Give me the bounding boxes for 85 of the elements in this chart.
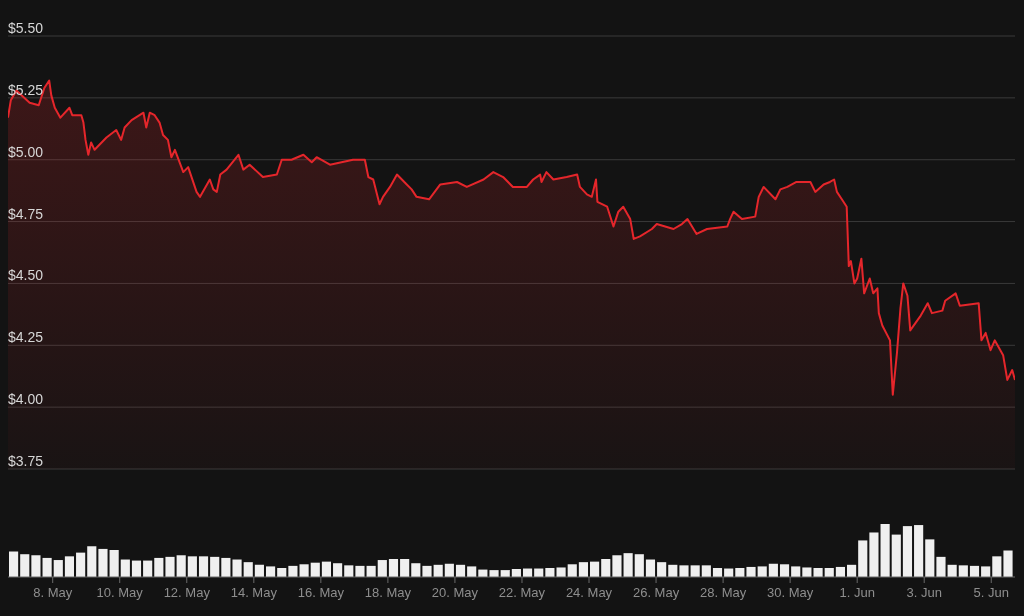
- bar: [377, 560, 387, 577]
- x-tick-label: 10. May: [96, 585, 144, 601]
- bar: [243, 562, 253, 577]
- bar: [221, 557, 231, 577]
- bar: [556, 567, 566, 577]
- x-tick-label: 16. May: [297, 585, 345, 601]
- bar: [679, 565, 689, 577]
- bar: [411, 563, 421, 577]
- bar: [902, 526, 913, 577]
- bar: [467, 566, 477, 577]
- bar: [578, 562, 588, 577]
- bar: [858, 540, 868, 577]
- bar: [333, 563, 343, 577]
- bar: [176, 555, 186, 577]
- bar: [265, 566, 276, 577]
- bar: [109, 549, 119, 577]
- bar: [601, 558, 611, 577]
- bar: [746, 566, 756, 577]
- bar: [645, 559, 656, 577]
- bar: [612, 555, 622, 577]
- bar: [355, 565, 365, 577]
- bar: [232, 559, 242, 577]
- bar: [634, 554, 644, 577]
- x-tick-label: 3. Jun: [906, 585, 942, 601]
- bar: [690, 565, 700, 577]
- x-tick-label: 22. May: [498, 585, 546, 601]
- bar: [98, 548, 108, 577]
- x-tick-label: 20. May: [431, 585, 479, 601]
- x-tick-label: 18. May: [364, 585, 412, 601]
- bar: [53, 560, 63, 577]
- x-tick-label: 14. May: [230, 585, 278, 601]
- bar: [992, 556, 1002, 577]
- y-tick-label: $4.75: [8, 205, 44, 222]
- bar: [880, 524, 890, 577]
- x-tick-label: 28. May: [699, 585, 747, 601]
- bar: [198, 556, 209, 577]
- bar: [813, 567, 823, 577]
- y-tick-label: $5.00: [8, 143, 44, 160]
- bar: [120, 559, 130, 577]
- bar: [958, 565, 968, 577]
- bar: [701, 565, 711, 577]
- bar: [791, 566, 801, 577]
- bar: [422, 565, 432, 577]
- x-tick-label: 1. Jun: [839, 585, 875, 601]
- bar: [165, 556, 175, 577]
- bar: [779, 564, 790, 577]
- bar: [299, 564, 309, 577]
- bar: [1003, 550, 1013, 577]
- x-tick-label: 26. May: [632, 585, 680, 601]
- y-tick-label: $4.50: [8, 267, 44, 284]
- bar: [210, 556, 220, 577]
- bar: [344, 565, 354, 577]
- bar: [623, 553, 633, 577]
- bar: [802, 567, 812, 577]
- bar: [9, 551, 19, 577]
- bar: [914, 525, 924, 577]
- bar: [936, 556, 946, 577]
- bar: [489, 570, 499, 577]
- y-tick-label: $4.00: [8, 391, 44, 408]
- x-tick-label: 30. May: [767, 585, 814, 601]
- y-tick-label: $5.25: [8, 81, 44, 98]
- bar: [20, 554, 30, 577]
- bar: [154, 557, 164, 577]
- bar: [400, 558, 410, 577]
- bar: [657, 562, 667, 577]
- x-tick-label: 12. May: [163, 585, 211, 601]
- y-tick-label: $3.75: [8, 452, 44, 469]
- bar: [869, 532, 879, 577]
- bar: [76, 552, 86, 577]
- bar: [87, 546, 97, 577]
- bar: [925, 539, 935, 577]
- x-tick-label: 5. Jun: [973, 585, 1009, 601]
- x-tick-label: 8. May: [33, 585, 73, 601]
- bar: [64, 556, 75, 577]
- y-tick-label: $5.50: [8, 19, 44, 36]
- bar: [31, 555, 41, 577]
- bar: [981, 566, 991, 577]
- bar: [388, 558, 399, 577]
- bar: [42, 557, 52, 577]
- bar: [187, 556, 197, 577]
- bar: [757, 566, 767, 577]
- bar: [567, 564, 577, 577]
- bar: [891, 534, 901, 577]
- x-tick-label: 24. May: [565, 585, 613, 601]
- y-tick-label: $4.25: [8, 329, 44, 346]
